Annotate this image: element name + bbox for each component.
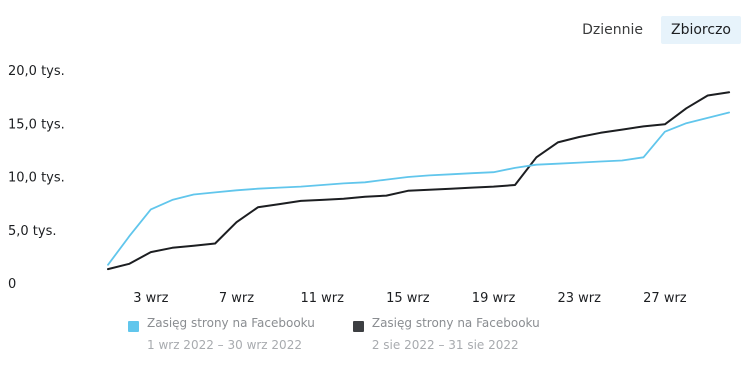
y-tick-label: 15,0 tys.: [8, 117, 65, 132]
series-line-current-period: [107, 111, 730, 266]
x-tick-label: 15 wrz: [386, 291, 430, 306]
legend-text-current: Zasięg strony na Facebooku 1 wrz 2022 – …: [147, 316, 315, 352]
x-tick-label: 23 wrz: [557, 291, 601, 306]
legend-swatch-current: [128, 321, 139, 332]
x-tick-label: 7 wrz: [219, 291, 254, 306]
daily-toggle-button[interactable]: Dziennie: [582, 22, 643, 38]
legend-item-current-period[interactable]: Zasięg strony na Facebooku 1 wrz 2022 – …: [128, 316, 315, 352]
legend-date-range-current: 1 wrz 2022 – 30 wrz 2022: [147, 338, 302, 352]
x-axis-labels: 3 wrz 7 wrz 11 wrz 15 wrz 19 wrz 23 wrz 27 wrz: [133, 291, 687, 306]
y-axis-labels: 0 5,0 tys. 10,0 tys. 15,0 tys. 20,0 tys.: [8, 64, 65, 292]
series-line-previous-period: [107, 91, 731, 271]
y-tick-label: 5,0 tys.: [8, 224, 57, 239]
legend-date-range-previous: 2 sie 2022 – 31 sie 2022: [371, 338, 519, 352]
x-tick-label: 3 wrz: [133, 291, 168, 306]
legend-item-previous-period[interactable]: Zasięg strony na Facebooku 2 sie 2022 – …: [352, 316, 540, 352]
legend-series-name-current: Zasięg strony na Facebooku: [147, 316, 315, 330]
legend-swatch-previous: [352, 321, 364, 332]
line-chart: 0 5,0 tys. 10,0 tys. 15,0 tys. 20,0 tys. 3 w…: [8, 64, 731, 306]
y-tick-label: 20,0 tys.: [8, 64, 65, 79]
y-tick-label: 10,0 tys.: [8, 171, 65, 186]
cumulative-toggle-button[interactable]: Zbiorczo: [661, 16, 741, 44]
x-tick-label: 19 wrz: [472, 291, 516, 306]
legend-series-name-previous: Zasięg strony na Facebooku: [371, 316, 540, 330]
legend-text-previous: Zasięg strony na Facebooku 2 sie 2022 – …: [372, 316, 540, 352]
series-lines: [107, 91, 731, 271]
y-tick-label: 0: [8, 277, 16, 292]
chart-legend: Zasięg strony na Facebooku 1 wrz 2022 – …: [128, 316, 688, 352]
chart-mode-toggle: Dziennie Zbiorczo: [572, 16, 741, 44]
x-tick-label: 11 wrz: [300, 291, 344, 306]
x-tick-label: 27 wrz: [643, 291, 687, 306]
